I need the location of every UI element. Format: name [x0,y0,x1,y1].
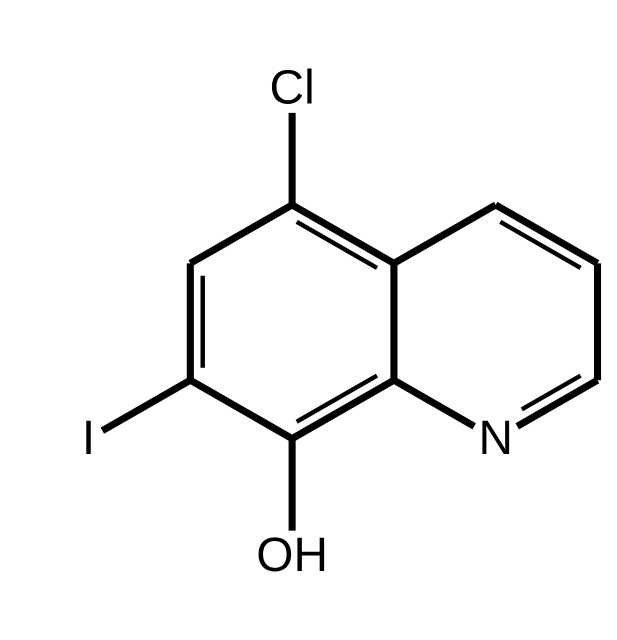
atom-label-n: N [478,412,513,465]
bonds-group [102,113,597,531]
molecule-diagram: Cl I OH N [0,0,617,640]
atom-label-i: I [82,412,95,465]
atom-label-cl: Cl [270,62,315,115]
atom-label-oh: OH [256,529,328,582]
atom-labels-group: Cl I OH N [82,62,513,582]
